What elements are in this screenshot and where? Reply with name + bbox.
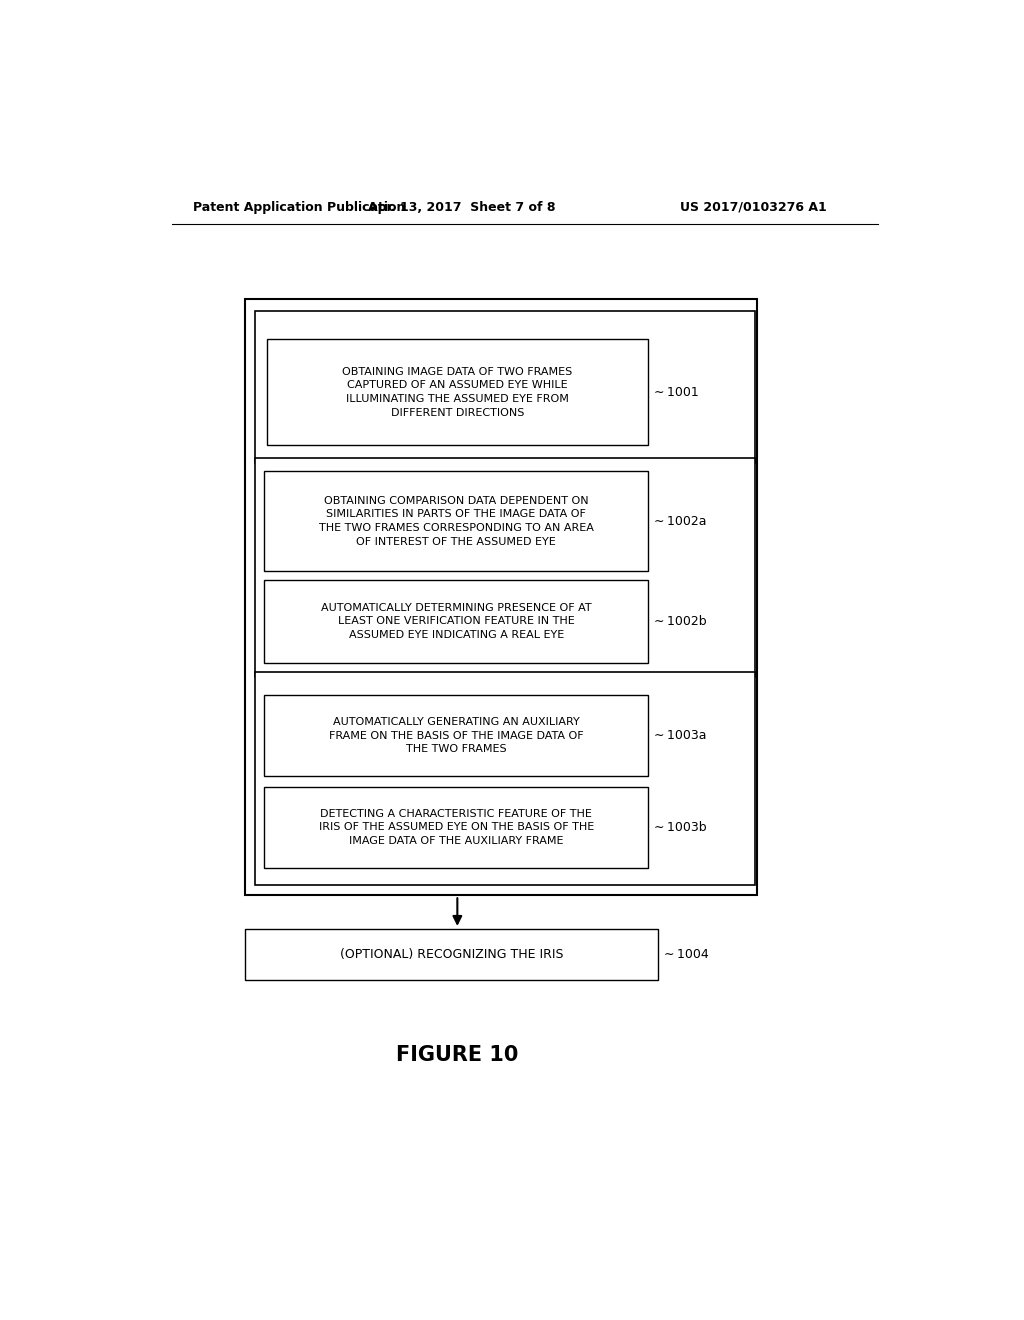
Bar [246,298,757,895]
Text: (OPTIONAL) RECOGNIZING THE IRIS: (OPTIONAL) RECOGNIZING THE IRIS [340,948,563,961]
Text: ∼ 1003b: ∼ 1003b [654,821,707,834]
Text: ∼ 1002a: ∼ 1002a [654,515,707,528]
Bar [264,696,648,776]
Text: Apr. 13, 2017  Sheet 7 of 8: Apr. 13, 2017 Sheet 7 of 8 [368,201,555,214]
Text: DETECTING A CHARACTERISTIC FEATURE OF THE
IRIS OF THE ASSUMED EYE ON THE BASIS O: DETECTING A CHARACTERISTIC FEATURE OF TH… [318,809,594,846]
Text: AUTOMATICALLY GENERATING AN AUXILIARY
FRAME ON THE BASIS OF THE IMAGE DATA OF
TH: AUTOMATICALLY GENERATING AN AUXILIARY FR… [329,717,584,754]
Bar [264,581,648,663]
Text: ∼ 1003a: ∼ 1003a [654,729,707,742]
Text: Patent Application Publication: Patent Application Publication [194,201,406,214]
Text: AUTOMATICALLY DETERMINING PRESENCE OF AT
LEAST ONE VERIFICATION FEATURE IN THE
A: AUTOMATICALLY DETERMINING PRESENCE OF AT… [321,603,592,640]
Bar [255,672,755,886]
Bar [267,339,648,445]
Text: ∼ 1001: ∼ 1001 [654,385,699,399]
Text: US 2017/0103276 A1: US 2017/0103276 A1 [680,201,826,214]
Text: ∼ 1004: ∼ 1004 [665,948,710,961]
Bar [255,312,755,463]
Bar [264,471,648,572]
Text: OBTAINING COMPARISON DATA DEPENDENT ON
SIMILARITIES IN PARTS OF THE IMAGE DATA O: OBTAINING COMPARISON DATA DEPENDENT ON S… [318,496,594,546]
Text: ∼ 1002b: ∼ 1002b [654,615,707,628]
Bar [264,787,648,867]
Text: FIGURE 10: FIGURE 10 [396,1045,518,1065]
Bar [255,458,755,677]
Text: OBTAINING IMAGE DATA OF TWO FRAMES
CAPTURED OF AN ASSUMED EYE WHILE
ILLUMINATING: OBTAINING IMAGE DATA OF TWO FRAMES CAPTU… [342,367,572,417]
Bar [246,929,658,979]
